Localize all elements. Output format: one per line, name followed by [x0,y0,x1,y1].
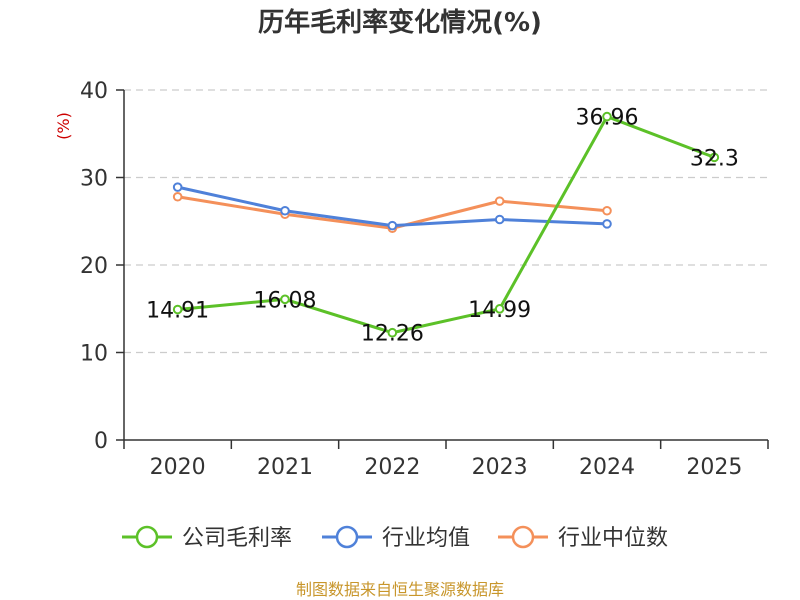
x-tick-label: 2024 [579,455,635,480]
y-tick-label: 10 [80,342,108,367]
data-label: 36.96 [576,106,639,131]
data-point [709,152,720,163]
x-tick-label: 2022 [364,455,420,480]
legend-marker [135,525,159,549]
series-layer [172,111,720,338]
data-label: 14.91 [146,299,209,324]
data-point [387,327,398,338]
data-label: 12.26 [361,322,424,347]
legend-marker [335,525,359,549]
data-label: 16.08 [254,288,317,313]
y-tick-label: 40 [80,79,108,104]
source-note: 制图数据来自恒生聚源数据库 [296,580,504,599]
data-point [494,196,505,206]
y-tick-label: 30 [80,167,108,192]
data-point [172,182,183,192]
data-point [494,214,505,225]
axis-layer: 0 10 20 30 40 2020 2021 2022 2023 2024 2025 [80,79,769,480]
legend-label: 公司毛利率 [182,526,292,551]
data-point [387,220,398,231]
x-tick-label: 2025 [686,455,742,480]
legend: 公司毛利率 行业均值 行业中位数 [122,525,668,551]
legend-marker [511,525,535,549]
data-point [172,304,183,315]
data-point [280,294,290,305]
data-point [602,205,612,216]
data-point [494,304,505,314]
y-tick-label: 0 [94,429,108,454]
data-point [280,205,290,216]
data-label: 14.99 [468,298,531,323]
y-tick-label: 20 [80,254,108,279]
x-tick-label: 2023 [472,455,528,480]
legend-label: 行业中位数 [558,526,668,551]
y-axis-unit: (%) [54,112,73,140]
series-line [177,115,715,335]
x-tick-label: 2020 [150,455,206,480]
data-point [602,219,612,229]
data-point [172,191,183,202]
data-label: 32.3 [690,146,739,171]
chart-title: 历年毛利率变化情况(%) [258,7,542,38]
x-tick-label: 2021 [257,455,313,480]
legend-label: 行业均值 [382,526,470,551]
data-point [602,111,612,122]
data-label-layer: 14.91 16.08 12.26 14.99 36.96 32.3 [146,106,739,347]
